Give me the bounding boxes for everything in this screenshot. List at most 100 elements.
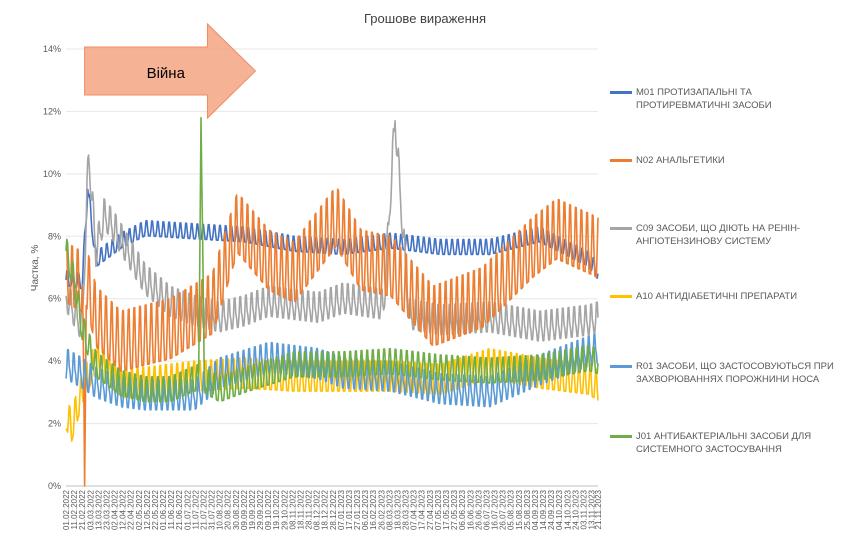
x-tick-label: 02.04.2022 [111, 489, 120, 530]
x-tick-label: 13.03.2022 [94, 489, 103, 530]
x-tick-label: 22.04.2022 [127, 489, 136, 530]
legend-item: N02 АНАЛЬГЕТИКИ [610, 154, 725, 167]
legend-swatch [610, 227, 632, 230]
y-axis-ticks: 0% 2% 4% 6% 8% 10% 12% 14% [43, 44, 61, 491]
x-tick-label: 12.04.2022 [119, 489, 128, 530]
x-tick-label: 05.08.2023 [507, 489, 516, 530]
x-tick-label: 08.11.2022 [288, 489, 297, 529]
x-tick-label: 01.02.2022 [62, 489, 71, 530]
x-tick-label: 17.05.2023 [442, 489, 451, 530]
x-tick-label: 27.05.2023 [450, 489, 459, 530]
y-tick-label: 4% [48, 356, 61, 366]
legend-item: R01 ЗАСОБИ, ЩО ЗАСТОСОВУЮТЬСЯ ПРИ ЗАХВОР… [610, 360, 845, 386]
x-tick-label: 08.03.2023 [385, 489, 394, 530]
x-tick-label: 03.11.2023 [579, 489, 588, 529]
legend-label: R01 ЗАСОБИ, ЩО ЗАСТОСОВУЮТЬСЯ ПРИ ЗАХВОР… [636, 361, 834, 385]
x-tick-label: 26.07.2023 [499, 489, 508, 530]
x-tick-label: 19.09.2022 [248, 489, 257, 530]
x-tick-label: 18.11.2022 [296, 489, 305, 529]
x-tick-label: 19.10.2022 [272, 489, 281, 530]
x-tick-label: 21.07.2022 [199, 489, 208, 530]
x-tick-label: 28.03.2023 [402, 489, 411, 530]
series-line [65, 120, 599, 342]
legend-item: A10 АНТИДІАБЕТИЧНІ ПРЕПАРАТИ [610, 290, 797, 303]
x-tick-label: 12.05.2022 [143, 489, 152, 530]
legend-item: M01 ПРОТИЗАПАЛЬНІ ТА ПРОТИРЕВМАТИЧНІ ЗАС… [610, 86, 845, 112]
series-line [65, 116, 599, 403]
y-tick-label: 6% [48, 294, 61, 304]
x-tick-label: 28.12.2022 [329, 489, 338, 530]
x-tick-label: 04.09.2023 [531, 489, 540, 530]
x-tick-label: 24.10.2023 [571, 489, 580, 530]
x-tick-label: 06.06.2023 [458, 489, 467, 530]
x-tick-label: 11.06.2022 [167, 489, 176, 529]
x-tick-label: 30.08.2022 [232, 489, 241, 530]
legend-item: J01 АНТИБАКТЕРІАЛЬНІ ЗАСОБИ ДЛЯ СИСТЕМНО… [610, 430, 845, 456]
x-tick-label: 25.08.2023 [523, 489, 532, 530]
legend-label: N02 АНАЛЬГЕТИКИ [636, 155, 725, 166]
x-tick-label: 27.04.2023 [426, 489, 435, 530]
x-tick-label: 14.10.2023 [563, 489, 572, 530]
y-tick-label: 14% [43, 44, 61, 54]
y-tick-label: 10% [43, 169, 61, 179]
x-tick-label: 29.10.2022 [280, 489, 289, 530]
x-tick-label: 16.07.2023 [491, 489, 500, 530]
x-tick-label: 13.11.2023 [588, 489, 597, 529]
x-tick-label: 08.12.2022 [313, 489, 322, 530]
x-tick-label: 23.03.2022 [102, 489, 111, 530]
y-tick-label: 0% [48, 481, 61, 491]
x-tick-label: 07.04.2023 [410, 489, 419, 530]
y-tick-label: 2% [48, 419, 61, 429]
x-tick-label: 18.12.2022 [321, 489, 330, 530]
x-tick-label: 11.07.2022 [191, 489, 200, 529]
x-tick-label: 09.09.2022 [240, 489, 249, 530]
legend-label: M01 ПРОТИЗАПАЛЬНІ ТА ПРОТИРЕВМАТИЧНІ ЗАС… [636, 87, 772, 111]
x-tick-label: 04.10.2023 [555, 489, 564, 530]
x-tick-label: 28.11.2022 [305, 489, 314, 529]
x-tick-label: 16.06.2023 [466, 489, 475, 530]
x-tick-label: 21.11.2023 [594, 489, 603, 529]
legend-label: J01 АНТИБАКТЕРІАЛЬНІ ЗАСОБИ ДЛЯ СИСТЕМНО… [636, 431, 812, 455]
legend-label: C09 ЗАСОБИ, ЩО ДІЮТЬ НА РЕНІН-АНГІОТЕНЗИ… [636, 223, 801, 247]
x-tick-label: 09.10.2022 [264, 489, 273, 530]
legend-swatch [610, 91, 632, 94]
x-tick-label: 07.05.2023 [434, 489, 443, 530]
x-tick-label: 22.05.2022 [151, 489, 160, 530]
x-tick-label: 06.02.2023 [361, 489, 370, 530]
x-tick-label: 29.09.2022 [256, 489, 265, 530]
legend-swatch [610, 159, 632, 162]
x-tick-label: 18.03.2023 [393, 489, 402, 530]
x-tick-label: 06.07.2023 [482, 489, 491, 530]
x-tick-label: 14.09.2023 [539, 489, 548, 530]
legend-item: C09 ЗАСОБИ, ЩО ДІЮТЬ НА РЕНІН-АНГІОТЕНЗИ… [610, 222, 845, 248]
y-tick-label: 8% [48, 231, 61, 241]
legend-swatch [610, 295, 632, 298]
x-tick-label: 16.02.2023 [369, 489, 378, 530]
y-tick-label: 12% [43, 106, 61, 116]
x-tick-label: 01.06.2022 [159, 489, 168, 530]
x-tick-label: 10.08.2022 [216, 489, 225, 530]
x-tick-label: 31.07.2022 [208, 489, 217, 530]
legend-swatch [610, 365, 632, 368]
war-arrow-label: Війна [147, 65, 186, 82]
x-tick-label: 20.08.2022 [224, 489, 233, 530]
x-tick-label: 26.02.2023 [377, 489, 386, 530]
x-tick-label: 17.04.2023 [418, 489, 427, 530]
x-tick-label: 07.01.2023 [337, 489, 346, 530]
series-line [65, 188, 599, 290]
x-tick-label: 21.02.2022 [78, 489, 87, 530]
legend-swatch [610, 435, 632, 438]
x-tick-label: 11.02.2022 [70, 489, 79, 529]
series-lines [65, 116, 599, 487]
war-arrow-annotation: Війна [84, 22, 257, 120]
x-tick-label: 27.01.2023 [353, 489, 362, 530]
x-tick-label: 02.05.2022 [135, 489, 144, 530]
x-tick-label: 15.08.2023 [515, 489, 524, 530]
x-tick-label: 24.09.2023 [547, 489, 556, 530]
x-tick-label: 21.06.2022 [175, 489, 184, 530]
war-arrow-shape [84, 22, 257, 120]
x-tick-label: 01.07.2022 [183, 489, 192, 530]
x-axis-ticks: 01.02.2022 11.02.2022 21.02.2022 03.03.2022… [62, 489, 603, 530]
x-tick-label: 03.03.2022 [86, 489, 95, 530]
